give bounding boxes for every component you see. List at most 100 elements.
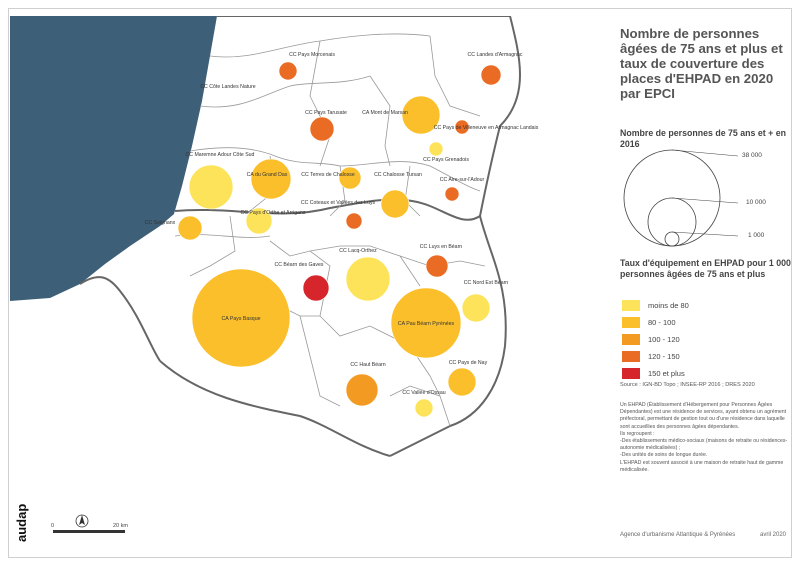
svg-text:CC Pays Grenadois: CC Pays Grenadois bbox=[423, 157, 469, 163]
label-ca-mont-de-marsan: CA Mont de Marsan bbox=[362, 110, 408, 116]
rate-legend-row: moins de 80 bbox=[622, 299, 689, 311]
north-arrow-icon bbox=[75, 514, 89, 528]
label-ca-pau-bearn: CA Pau Béarn Pyrénées bbox=[398, 321, 455, 327]
bubble-cc-chalosse-tursan bbox=[380, 189, 410, 219]
note-line: -Des unités de soins de longue durée. bbox=[620, 452, 708, 459]
scale-bar-end: 20 km bbox=[113, 523, 128, 529]
size-legend-circle-small bbox=[664, 231, 680, 247]
label-ca-pays-basque: CA Pays Basque bbox=[222, 316, 261, 322]
label-cc-luys-en-bearn: CC Luys en Béarn bbox=[420, 244, 463, 250]
note-line: Un EHPAD (Établissement d'Hébergement po… bbox=[620, 402, 787, 430]
rate-legend-title: Taux d'équipement en EHPAD pour 1 000 pe… bbox=[620, 258, 791, 279]
label-cc-seignanx: CC Seignanx bbox=[145, 220, 176, 226]
rate-legend-row: 80 - 100 bbox=[622, 316, 676, 328]
svg-text:CC Seignanx: CC Seignanx bbox=[145, 220, 176, 226]
label-cc-maremne-adour: CC Maremne Adour Côte Sud bbox=[186, 152, 255, 158]
label-cc-pays-villeneuve: CC Pays de Villeneuve en Armagnac Landai… bbox=[434, 125, 539, 131]
size-legend-value-large: 38 000 bbox=[742, 152, 762, 159]
svg-text:CC Terres de Chalosse: CC Terres de Chalosse bbox=[301, 172, 355, 178]
rate-legend-label: 150 et plus bbox=[648, 368, 685, 378]
label-cc-haut-bearn: CC Haut Béarn bbox=[350, 362, 385, 368]
rate-legend-swatch bbox=[622, 299, 640, 311]
bubble-cc-vallee-ossau bbox=[414, 398, 434, 418]
label-cc-pays-morcenais: CC Pays Morcenais bbox=[289, 52, 335, 58]
bubble-ca-pau-bearn-pyrenees bbox=[390, 287, 462, 359]
source-text: Source : IGN-BD Topo ; INSEE-RP 2016 ; D… bbox=[620, 382, 755, 388]
svg-text:CC Pays d'Orthe et Arrigans: CC Pays d'Orthe et Arrigans bbox=[241, 210, 306, 216]
label-cc-landes-armagnac: CC Landes d'Armagnac bbox=[468, 52, 523, 58]
label-cc-lacq-orthez: CC Lacq-Orthez bbox=[339, 248, 377, 254]
rate-legend-row: 150 et plus bbox=[622, 367, 685, 379]
label-cc-vallee-ossau: CC Vallée d'Ossau bbox=[402, 390, 445, 396]
bubble-cc-terres-de-chalosse bbox=[338, 166, 362, 190]
size-legend-value-medium: 10 000 bbox=[746, 199, 766, 206]
svg-text:CC Luys en Béarn: CC Luys en Béarn bbox=[420, 244, 463, 250]
svg-text:CC Béarn des Gaves: CC Béarn des Gaves bbox=[274, 262, 323, 268]
rate-legend-swatch bbox=[622, 316, 640, 328]
bubble-cc-bearn-des-gaves bbox=[302, 274, 330, 302]
rate-legend-swatch bbox=[622, 333, 640, 345]
bubble-ca-pays-basque bbox=[191, 268, 291, 368]
map-date: avril 2020 bbox=[760, 532, 787, 538]
bubble-cc-coteaux-vallees-luys bbox=[345, 212, 363, 230]
label-cc-pays-de-nay: CC Pays de Nay bbox=[449, 360, 488, 366]
rate-legend-label: 120 - 150 bbox=[648, 351, 680, 361]
department-boundary bbox=[159, 360, 391, 457]
svg-text:CC Maremne Adour Côte Sud: CC Maremne Adour Côte Sud bbox=[186, 152, 255, 158]
bubble-cc-lacq-orthez bbox=[345, 256, 391, 302]
size-legend-value-small: 1 000 bbox=[748, 232, 765, 239]
map-canvas: CC Pays Morcenais CC Landes d'Armagnac C… bbox=[10, 16, 610, 526]
rate-legend-swatch bbox=[622, 367, 640, 379]
label-cc-nord-est-bearn: CC Nord Est Béarn bbox=[464, 280, 509, 286]
label-cc-chalosse-tursan: CC Chalosse Tursan bbox=[374, 172, 422, 178]
ehpad-note: Un EHPAD (Établissement d'Hébergement po… bbox=[620, 402, 788, 474]
svg-text:CC Haut Béarn: CC Haut Béarn bbox=[350, 362, 385, 368]
rate-legend-swatch bbox=[622, 350, 640, 362]
svg-text:CC Pays de Nay: CC Pays de Nay bbox=[449, 360, 488, 366]
label-ca-grand-dax: CA du Grand Dax bbox=[247, 172, 288, 178]
bubble-cc-seignanx bbox=[177, 215, 203, 241]
svg-text:CA du Grand Dax: CA du Grand Dax bbox=[247, 172, 288, 178]
label-cc-pays-grenadois: CC Pays Grenadois bbox=[423, 157, 469, 163]
bubble-cc-aire-sur-adour bbox=[444, 186, 460, 202]
rate-legend-row: 100 - 120 bbox=[622, 333, 680, 345]
bubble-cc-villeneuve-armagnac bbox=[454, 119, 470, 135]
bubble-cc-luys-en-bearn bbox=[425, 254, 449, 278]
svg-text:CA Mont de Marsan: CA Mont de Marsan bbox=[362, 110, 408, 116]
svg-text:CC Aire-sur-l'Adour: CC Aire-sur-l'Adour bbox=[440, 177, 485, 183]
scale-bar bbox=[53, 530, 125, 533]
bubble-cc-pays-orthe-arrigans bbox=[245, 207, 273, 235]
bubble-cc-pays-grenadois bbox=[428, 141, 444, 157]
size-legend-circle-medium bbox=[647, 197, 697, 247]
rate-legend-label: 100 - 120 bbox=[648, 334, 680, 344]
bubble-cc-maremne-adour-cote-sud bbox=[188, 164, 234, 210]
label-cc-pays-tarusate: CC Pays Tarusate bbox=[305, 110, 347, 116]
map-title: Nombre de personnes âgées de 75 ans et p… bbox=[620, 26, 783, 101]
label-cc-coteaux-vallees-luys: CC Coteaux et Vallées des Luys bbox=[301, 200, 376, 206]
label-cc-pays-orthe: CC Pays d'Orthe et Arrigans bbox=[241, 210, 306, 216]
note-line: L'EHPAD est souvent associé à une maison… bbox=[620, 459, 784, 473]
bubble-cc-landes-armagnac bbox=[480, 64, 502, 86]
svg-text:CA Pau Béarn Pyrénées: CA Pau Béarn Pyrénées bbox=[398, 321, 455, 327]
svg-text:CC Vallée d'Ossau: CC Vallée d'Ossau bbox=[402, 390, 445, 396]
bubble-cc-pays-morcenais bbox=[278, 61, 298, 81]
department-boundary bbox=[79, 276, 161, 362]
scale-bar-start: 0 bbox=[51, 523, 55, 529]
size-legend-title: Nombre de personnes de 75 ans et + en 20… bbox=[620, 128, 786, 149]
svg-text:CC Coteaux et Vallées des Luys: CC Coteaux et Vallées des Luys bbox=[301, 200, 376, 206]
bubble-cc-haut-bearn bbox=[345, 373, 379, 407]
bubble-ca-grand-dax bbox=[250, 158, 292, 200]
note-line: -Des établissements médico-sociaux (mais… bbox=[620, 438, 788, 452]
rate-legend-label: moins de 80 bbox=[648, 300, 689, 310]
svg-text:CC Pays Tarusate: CC Pays Tarusate bbox=[305, 110, 347, 116]
rate-legend-row: 120 - 150 bbox=[622, 350, 680, 362]
ocean bbox=[10, 16, 217, 301]
svg-text:CC Pays de Villeneuve en Armag: CC Pays de Villeneuve en Armagnac Landai… bbox=[434, 125, 539, 131]
svg-text:CC Nord Est Béarn: CC Nord Est Béarn bbox=[464, 280, 509, 286]
bubble-cc-pays-de-nay bbox=[447, 367, 477, 397]
rate-legend-label: 80 - 100 bbox=[648, 317, 676, 327]
note-line: Ils regroupent : bbox=[620, 430, 655, 437]
label-cc-terres-chalosse: CC Terres de Chalosse bbox=[301, 172, 355, 178]
agency-credit: Agence d'urbanisme Atlantique & Pyrénées bbox=[620, 532, 736, 538]
svg-text:CC Lacq-Orthez: CC Lacq-Orthez bbox=[339, 248, 377, 254]
